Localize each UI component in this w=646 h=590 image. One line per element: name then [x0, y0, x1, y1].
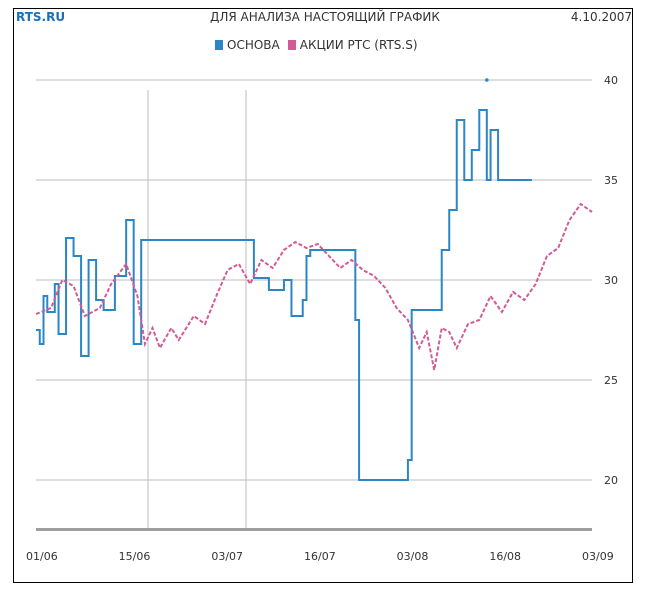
y-tick-label-1: 25	[604, 374, 618, 387]
brand-label[interactable]: RTS.RU	[16, 10, 66, 24]
legend-entry-1: ОСНОВА	[215, 38, 280, 52]
series-1-peak-point	[485, 78, 489, 82]
legend: ОСНОВА АКЦИИ РТС (RTS.S)	[215, 38, 418, 52]
x-tick-label-2: 03/07	[211, 550, 243, 563]
y-tick-label-0: 20	[604, 474, 618, 487]
y-tick-label-3: 35	[604, 174, 618, 187]
x-tick-label-1: 15/06	[119, 550, 151, 563]
x-tick-label-3: 16/07	[304, 550, 336, 563]
series-line-1	[36, 109, 532, 481]
legend-label-1: ОСНОВА	[227, 38, 280, 52]
chart-date: 4.10.2007	[570, 10, 632, 24]
legend-swatch-2	[287, 40, 296, 50]
y-tick-label-2: 30	[604, 274, 618, 287]
legend-swatch-1	[215, 40, 223, 50]
chart-frame	[13, 8, 633, 583]
y-tick-label-4: 40	[604, 74, 618, 87]
legend-entry-2: АКЦИИ РТС (RTS.S)	[287, 38, 418, 52]
series-line-2	[35, 202, 593, 371]
x-tick-label-4: 03/08	[397, 550, 429, 563]
x-axis-band	[36, 528, 592, 531]
x-tick-label-6: 03/09	[582, 550, 614, 563]
chart-header-title: ДЛЯ АНАЛИЗА НАСТОЯЩИЙ ГРАФИК	[210, 10, 440, 24]
legend-label-2: АКЦИИ РТС (RTS.S)	[299, 38, 418, 52]
x-tick-label-0: 01/06	[26, 550, 58, 563]
x-tick-label-5: 16/08	[489, 550, 521, 563]
